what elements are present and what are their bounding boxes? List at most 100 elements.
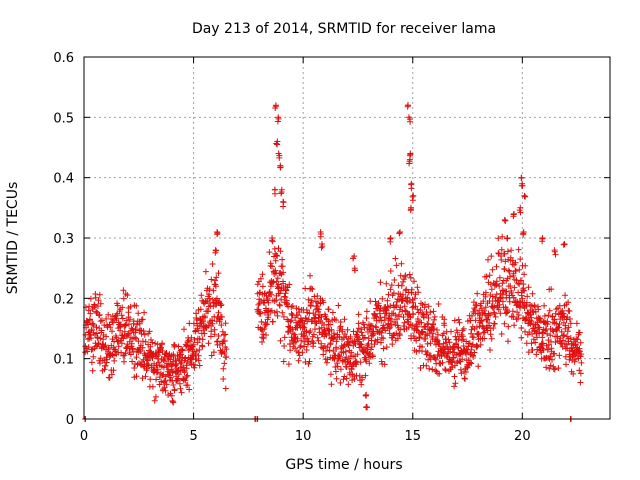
data-point bbox=[327, 371, 334, 378]
data-point bbox=[97, 300, 104, 307]
data-point bbox=[388, 316, 395, 323]
data-point bbox=[517, 256, 524, 263]
data-point bbox=[440, 340, 447, 347]
data-point bbox=[515, 246, 522, 253]
data-point bbox=[509, 308, 516, 315]
data-point bbox=[527, 320, 534, 327]
data-point bbox=[178, 351, 185, 358]
data-point bbox=[539, 334, 546, 341]
data-point bbox=[309, 286, 316, 293]
data-point bbox=[344, 326, 351, 333]
data-point bbox=[112, 348, 119, 355]
data-point bbox=[507, 254, 514, 261]
data-point bbox=[393, 262, 400, 269]
data-point bbox=[198, 292, 205, 299]
data-point bbox=[393, 330, 400, 337]
data-point bbox=[302, 315, 309, 321]
data-point bbox=[576, 345, 583, 352]
data-point bbox=[480, 298, 487, 305]
data-point bbox=[287, 347, 294, 354]
data-point bbox=[195, 357, 202, 364]
data-point bbox=[372, 313, 379, 319]
data-point bbox=[211, 331, 218, 338]
data-point bbox=[191, 364, 198, 371]
data-point bbox=[528, 303, 535, 309]
data-point bbox=[176, 380, 183, 387]
x-tick-label: 5 bbox=[189, 429, 197, 444]
data-point bbox=[449, 363, 456, 370]
data-point bbox=[562, 322, 569, 329]
data-point bbox=[153, 376, 160, 383]
data-point bbox=[328, 326, 335, 333]
data-point bbox=[504, 248, 511, 255]
data-point bbox=[328, 381, 335, 388]
data-point bbox=[276, 290, 283, 297]
data-point bbox=[118, 349, 125, 356]
data-point bbox=[265, 299, 272, 306]
data-point bbox=[285, 361, 292, 368]
data-point bbox=[434, 327, 440, 333]
data-point bbox=[418, 319, 425, 326]
data-point bbox=[417, 307, 424, 313]
data-point bbox=[510, 294, 517, 301]
data-point bbox=[221, 337, 228, 344]
data-point bbox=[547, 332, 554, 339]
data-point bbox=[454, 329, 461, 336]
data-point bbox=[475, 363, 482, 370]
data-point bbox=[522, 193, 529, 200]
data-point bbox=[149, 339, 156, 346]
data-point bbox=[411, 295, 418, 302]
data-point bbox=[572, 341, 579, 348]
data-point bbox=[317, 233, 324, 240]
data-point bbox=[335, 302, 342, 309]
chart-title: Day 213 of 2014, SRMTID for receiver lam… bbox=[192, 21, 496, 37]
data-point bbox=[414, 323, 421, 330]
data-point bbox=[496, 301, 503, 308]
data-point bbox=[102, 363, 109, 369]
data-point bbox=[133, 373, 140, 380]
data-point bbox=[566, 308, 573, 315]
data-point bbox=[434, 331, 441, 338]
y-axis-label: SRMTID / TECUs bbox=[5, 182, 21, 295]
data-point bbox=[381, 317, 388, 324]
data-point bbox=[475, 331, 482, 337]
data-point bbox=[97, 318, 104, 325]
data-point bbox=[566, 316, 573, 322]
data-point bbox=[139, 344, 146, 351]
data-point bbox=[294, 335, 301, 342]
data-point bbox=[327, 321, 334, 328]
data-point bbox=[96, 311, 103, 318]
data-point bbox=[280, 313, 287, 320]
data-point bbox=[462, 375, 468, 382]
data-point bbox=[451, 383, 458, 390]
data-point bbox=[439, 359, 446, 366]
data-point bbox=[206, 286, 213, 293]
data-point bbox=[181, 326, 187, 333]
data-point bbox=[559, 343, 566, 350]
data-point bbox=[310, 331, 317, 338]
data-point bbox=[151, 397, 158, 404]
data-point bbox=[111, 357, 118, 364]
data-point bbox=[489, 266, 496, 273]
data-point bbox=[491, 320, 498, 327]
data-point bbox=[473, 302, 480, 308]
data-point bbox=[273, 140, 280, 147]
data-point bbox=[562, 292, 569, 299]
data-point bbox=[516, 266, 523, 273]
data-point bbox=[480, 329, 487, 336]
data-point bbox=[406, 271, 413, 278]
data-point bbox=[431, 325, 437, 332]
data-point bbox=[267, 283, 274, 290]
data-point bbox=[383, 344, 390, 351]
data-point bbox=[134, 321, 140, 328]
data-point bbox=[407, 118, 414, 125]
data-point bbox=[121, 328, 128, 335]
data-point bbox=[414, 284, 421, 291]
data-point bbox=[178, 389, 185, 396]
data-point bbox=[284, 300, 290, 307]
data-point bbox=[341, 316, 348, 323]
data-point bbox=[195, 327, 202, 334]
data-point bbox=[552, 251, 559, 258]
y-tick-label: 0.6 bbox=[53, 51, 74, 66]
data-point bbox=[488, 253, 495, 260]
